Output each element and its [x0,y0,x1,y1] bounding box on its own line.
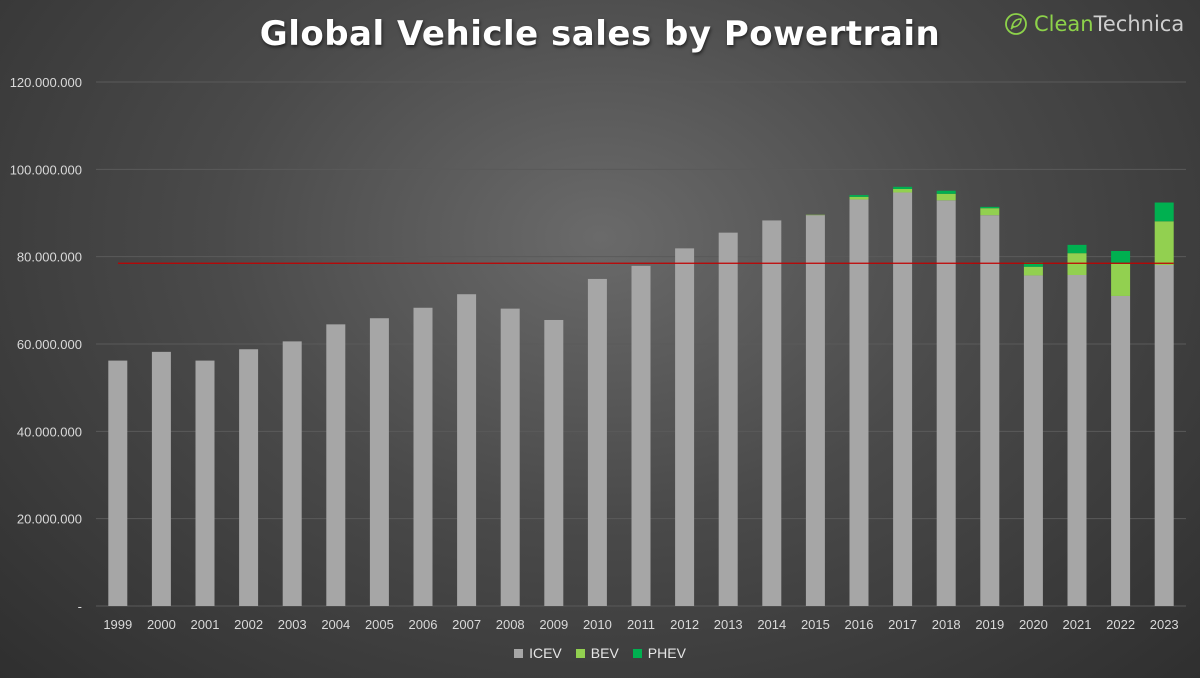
bar-icev-1999 [108,360,128,606]
x-tick-label: 2003 [278,617,307,632]
bar-icev-2016 [849,199,869,607]
chart-legend: ICEV BEV PHEV [0,645,1200,661]
logo-text-technica: Technica [1093,12,1185,36]
bar-icev-2005 [369,318,389,606]
bar-bev-2018 [936,193,956,201]
x-tick-label: 2021 [1063,617,1092,632]
bar-bev-2016 [849,196,869,200]
legend-item-phev: PHEV [632,645,686,661]
bar-bev-2017 [893,188,913,193]
plug-leaf-icon [1005,13,1027,35]
bar-icev-2012 [675,248,695,606]
x-tick-label: 2000 [147,617,176,632]
cleantechnica-logo: CleanTechnica [1004,8,1184,40]
bar-phev-2020 [1023,262,1043,267]
bar-icev-2011 [631,265,651,606]
chart-title: Global Vehicle sales by Powertrain [259,14,941,54]
bar-icev-2023 [1154,264,1174,606]
bar-icev-2013 [718,232,738,606]
bar-icev-2007 [457,294,477,606]
bar-icev-2010 [587,278,607,606]
bar-icev-2014 [762,220,782,606]
x-tick-label: 2001 [191,617,220,632]
bar-bev-2019 [980,208,1000,216]
x-tick-label: 2018 [932,617,961,632]
x-tick-label: 2010 [583,617,612,632]
y-tick-label: 60.000.000 [17,337,82,352]
bar-phev-2016 [849,195,869,197]
bar-bev-2023 [1154,221,1174,265]
bar-icev-2002 [239,349,259,606]
x-tick-label: 1999 [103,617,132,632]
x-tick-label: 2004 [321,617,350,632]
bar-bev-2021 [1067,253,1087,276]
x-tick-label: 2011 [627,617,655,632]
logo-text-clean: Clean [1034,12,1094,36]
bar-icev-2022 [1111,295,1131,606]
legend-label: PHEV [647,645,686,661]
legend-item-icev: ICEV [514,645,562,661]
x-tick-label: 2015 [801,617,830,632]
x-tick-label: 2022 [1106,617,1135,632]
legend-label: ICEV [529,645,562,661]
bar-phev-2021 [1067,244,1087,254]
bar-phev-2019 [980,206,1000,209]
y-tick-label: 120.000.000 [10,75,82,90]
x-tick-label: 2005 [365,617,394,632]
x-tick-label: 2020 [1019,617,1048,632]
x-tick-label: 2006 [409,617,438,632]
bar-phev-2017 [893,186,913,189]
x-tick-label: 2007 [452,617,481,632]
x-tick-label: 2019 [975,617,1004,632]
x-tick-label: 2012 [670,617,699,632]
x-tick-label: 2023 [1150,617,1179,632]
bar-icev-2015 [805,215,825,606]
legend-swatch [575,648,585,658]
bar-icev-2009 [544,319,564,606]
bar-icev-2020 [1023,275,1043,606]
y-tick-label: 20.000.000 [17,512,82,527]
x-tick-label: 2017 [888,617,917,632]
x-tick-label: 2014 [757,617,786,632]
bar-phev-2023 [1154,202,1174,222]
x-tick-label: 2002 [234,617,263,632]
y-tick-label: 40.000.000 [17,424,82,439]
bar-phev-2022 [1111,250,1131,264]
bar-bev-2020 [1023,266,1043,276]
x-tick-label: 2016 [845,617,874,632]
bar-icev-2008 [500,308,520,606]
bar-icev-2021 [1067,275,1087,606]
bar-icev-2000 [151,351,171,606]
bar-icev-2004 [326,324,346,606]
x-tick-label: 2013 [714,617,743,632]
bar-icev-2019 [980,215,1000,606]
bar-icev-2018 [936,200,956,606]
bar-icev-2006 [413,307,433,606]
bar-bev-2022 [1111,263,1131,296]
legend-item-bev: BEV [575,645,619,661]
x-tick-label: 2008 [496,617,525,632]
y-tick-label: - [78,599,82,614]
legend-label: BEV [590,645,619,661]
y-tick-label: 80.000.000 [17,250,82,265]
x-tick-label: 2009 [539,617,568,632]
bar-icev-2001 [195,360,215,606]
legend-swatch [632,648,642,658]
legend-swatch [514,648,524,658]
bar-icev-2017 [893,192,913,606]
bar-icev-2003 [282,341,302,606]
y-tick-label: 100.000.000 [10,162,82,177]
bar-phev-2018 [936,190,956,194]
